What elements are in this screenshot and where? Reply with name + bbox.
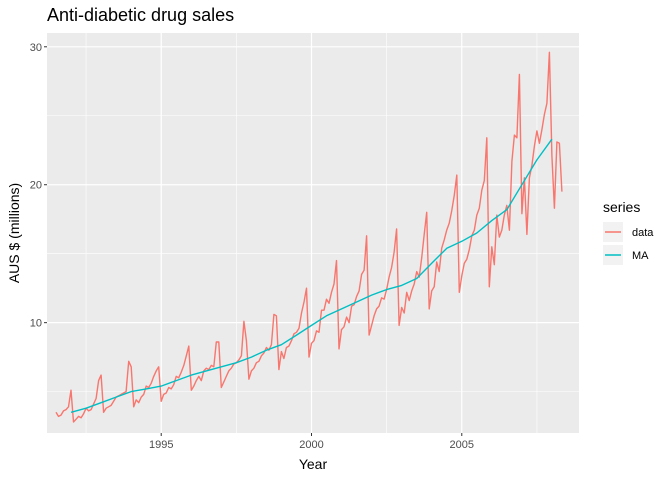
legend-title: series bbox=[603, 199, 640, 215]
series-lines bbox=[55, 51, 563, 423]
series-line-data bbox=[55, 51, 563, 423]
series-line-ma bbox=[70, 138, 553, 413]
legend-label-ma: MA bbox=[632, 250, 649, 262]
legend-item-ma: MA bbox=[603, 245, 649, 265]
x-tick-label: 2005 bbox=[450, 439, 474, 451]
legend: series data MA bbox=[603, 199, 654, 265]
x-tick-label: 2000 bbox=[299, 439, 323, 451]
x-tick-label: 1995 bbox=[149, 439, 173, 451]
x-axis: 1995 2000 2005 bbox=[149, 433, 474, 451]
x-axis-title: Year bbox=[299, 456, 328, 472]
grid-major bbox=[47, 33, 579, 433]
grid-minor bbox=[47, 33, 579, 433]
y-axis-title: AUS $ (millions) bbox=[6, 183, 22, 283]
y-tick-label: 20 bbox=[30, 180, 42, 192]
legend-label-data: data bbox=[632, 227, 654, 239]
plot-panel bbox=[47, 33, 579, 433]
chart-title: Anti-diabetic drug sales bbox=[47, 5, 234, 25]
y-tick-label: 30 bbox=[30, 42, 42, 54]
legend-item-data: data bbox=[603, 222, 654, 242]
y-tick-label: 10 bbox=[30, 318, 42, 330]
y-axis: 10 20 30 bbox=[30, 42, 47, 330]
